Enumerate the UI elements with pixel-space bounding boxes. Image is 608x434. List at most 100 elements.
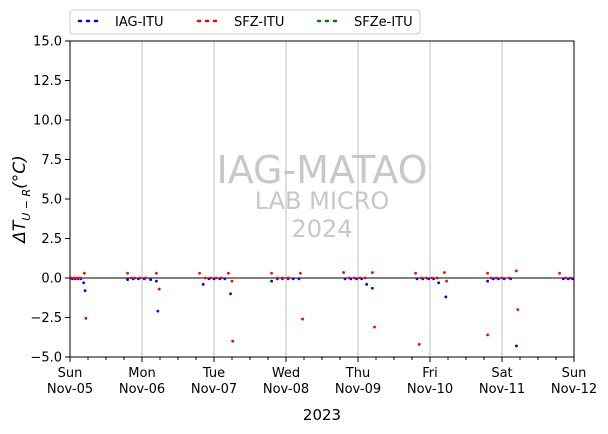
watermark: IAG-MATAO LAB MICRO 2024	[216, 148, 427, 243]
data-point-iag-itu	[149, 278, 153, 281]
y-tick-label: 2.5	[41, 232, 62, 247]
data-point-sfz-itu	[419, 276, 423, 280]
data-point-sfz-itu	[72, 276, 76, 280]
data-point-sfz-itu	[78, 276, 82, 280]
data-point-iag-itu	[156, 309, 160, 313]
legend-label-sfz-itu: SFZ-ITU	[234, 15, 284, 30]
x-tick-label-weekday: Fri	[422, 366, 438, 381]
data-point-sfz-itu	[144, 276, 148, 280]
x-tick-label-date: Nov-07	[191, 382, 237, 397]
data-point-sfz-itu	[558, 271, 561, 275]
y-tick-label: 12.5	[33, 74, 62, 89]
data-point-sfz-itu	[486, 271, 489, 275]
x-tick-label-weekday: Mon	[128, 366, 155, 381]
data-point-sfz-itu	[286, 276, 290, 280]
data-point-iag-itu	[371, 286, 374, 290]
data-point-iag-itu	[343, 277, 347, 281]
data-point-sfz-itu	[430, 276, 434, 280]
data-point-iag-itu	[297, 277, 301, 281]
data-point-sfz-itu	[516, 308, 520, 311]
data-point-sfz-itu	[489, 276, 493, 280]
x-tick-label-date: Nov-06	[119, 382, 165, 397]
x-tick-label-weekday: Sat	[491, 366, 512, 381]
x-axis-title: 2023	[303, 406, 341, 424]
data-point-sfz-itu	[358, 276, 362, 280]
data-point-sfz-itu	[363, 276, 367, 280]
data-point-sfz-itu	[486, 333, 489, 337]
data-point-sfz-itu	[270, 271, 273, 275]
data-point-iag-itu	[270, 279, 273, 283]
data-point-iag-itu	[444, 295, 448, 299]
data-point-sfz-itu	[443, 271, 446, 274]
data-point-iag-itu	[427, 277, 430, 281]
data-point-sfz-itu	[75, 276, 79, 280]
data-point-iag-itu	[415, 277, 419, 281]
data-point-sfz-itu	[417, 342, 421, 346]
data-point-iag-itu	[571, 277, 574, 281]
data-point-iag-itu	[126, 278, 129, 281]
x-tick-label-weekday: Tue	[202, 366, 225, 381]
data-point-sfz-itu	[353, 276, 356, 280]
legend-entry-sfze-itu: SFZe-ITU	[316, 15, 413, 30]
y-tick-label: 5.0	[41, 193, 62, 208]
y-axis-title: ΔTU − R(°C)	[10, 155, 33, 245]
y-axis-title-unit: (°C)	[10, 155, 30, 189]
data-point-iag-itu	[229, 292, 232, 296]
data-point-sfz-itu	[198, 271, 202, 275]
data-point-sfz-itu	[230, 279, 234, 283]
data-point-sfz-itu	[84, 316, 88, 320]
data-point-sfz-itu	[70, 276, 73, 280]
data-point-sfz-itu	[231, 339, 235, 343]
data-point-sfz-itu	[83, 271, 86, 275]
data-point-iag-itu	[561, 277, 565, 281]
data-point-sfz-itu	[227, 271, 230, 275]
x-tick-label-date: Nov-12	[551, 382, 597, 397]
x-tick-label-weekday: Sun	[562, 366, 587, 381]
data-point-sfz-itu	[126, 271, 129, 275]
data-point-iag-itu	[566, 277, 570, 281]
data-point-iag-itu	[486, 279, 489, 283]
x-tick-label-weekday: Sun	[58, 366, 83, 381]
watermark-year: 2024	[291, 215, 352, 243]
data-point-iag-itu	[155, 279, 158, 283]
y-tick-label: 0.0	[41, 272, 62, 287]
watermark-title: IAG-MATAO	[216, 148, 427, 192]
legend: IAG-ITU SFZ-ITU SFZe-ITU	[69, 9, 421, 35]
data-point-iag-itu	[83, 289, 87, 293]
x-tick-label-date: Nov-05	[47, 382, 93, 397]
data-point-sfz-itu	[133, 276, 137, 280]
data-point-iag-itu	[291, 277, 295, 281]
data-point-sfz-itu	[157, 287, 161, 291]
x-axis: SunNov-05MonNov-06TueNov-07WedNov-08ThuN…	[47, 357, 597, 397]
data-point-sfz-itu	[301, 317, 304, 321]
legend-frame	[69, 9, 421, 35]
y-tick-label: 7.5	[41, 153, 62, 168]
data-point-sfz-itu	[507, 276, 511, 280]
data-point-sfz-itu	[219, 276, 223, 280]
y-tick-label: 15.0	[33, 35, 62, 50]
data-point-iag-itu	[502, 277, 506, 281]
data-point-sfz-itu	[373, 325, 376, 329]
data-point-sfz-itu	[371, 271, 374, 274]
data-point-sfz-itu	[494, 276, 498, 280]
data-point-iag-itu	[437, 281, 441, 285]
data-point-iag-itu	[491, 277, 495, 281]
legend-entry-iag-itu: IAG-ITU	[77, 15, 164, 30]
data-point-iag-itu	[497, 277, 500, 281]
data-point-sfz-itu	[209, 276, 212, 280]
data-point-sfz-itu	[214, 276, 218, 280]
data-point-sfz-itu	[342, 271, 345, 274]
legend-label-iag-itu: IAG-ITU	[115, 15, 164, 30]
y-axis-title-main: ΔT	[10, 219, 30, 245]
data-point-sfz-itu	[414, 271, 417, 275]
y-tick-label: 10.0	[33, 114, 62, 129]
x-tick-label-date: Nov-08	[263, 382, 309, 397]
data-point-iag-itu	[212, 277, 216, 281]
y-tick-label: −5.0	[30, 351, 62, 366]
data-point-sfz-itu	[281, 276, 284, 280]
data-point-sfz-itu	[299, 271, 302, 275]
data-point-iag-itu	[201, 282, 205, 286]
data-point-iag-itu	[355, 277, 358, 281]
x-tick-label-date: Nov-09	[335, 382, 381, 397]
